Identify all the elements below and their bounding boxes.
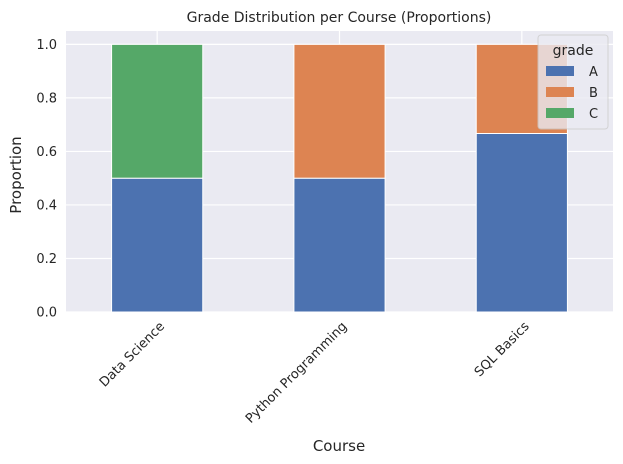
y-axis-label: Proportion <box>7 136 25 213</box>
y-tick-label: 1.0 <box>36 38 57 53</box>
chart-title: Grade Distribution per Course (Proportio… <box>187 10 492 26</box>
bar-segment <box>293 177 386 313</box>
y-tick-label: 0.2 <box>36 252 57 267</box>
legend-label: A <box>589 65 598 80</box>
legend: grade ABC <box>537 34 609 130</box>
bar-segment <box>475 132 568 313</box>
legend-swatch <box>546 108 574 118</box>
x-tick-label: SQL Basics <box>472 319 533 380</box>
legend-label: B <box>589 86 598 101</box>
y-tick-label: 0.6 <box>36 145 57 160</box>
legend-swatch <box>546 87 574 97</box>
y-tick-label: 0.4 <box>36 198 57 213</box>
bar-segment <box>111 43 204 179</box>
legend-label: C <box>589 107 598 122</box>
bar-segment <box>111 177 204 313</box>
y-tick-label: 0.0 <box>36 306 57 321</box>
y-tick-label: 0.8 <box>36 91 57 106</box>
legend-title: grade <box>553 43 594 59</box>
legend-swatch <box>546 66 574 76</box>
x-tick-label: Data Science <box>97 319 168 390</box>
x-tick-label: Python Programming <box>243 319 350 426</box>
bar-segment <box>293 43 386 179</box>
x-axis-label: Course <box>313 437 365 455</box>
legend-frame <box>537 34 609 130</box>
